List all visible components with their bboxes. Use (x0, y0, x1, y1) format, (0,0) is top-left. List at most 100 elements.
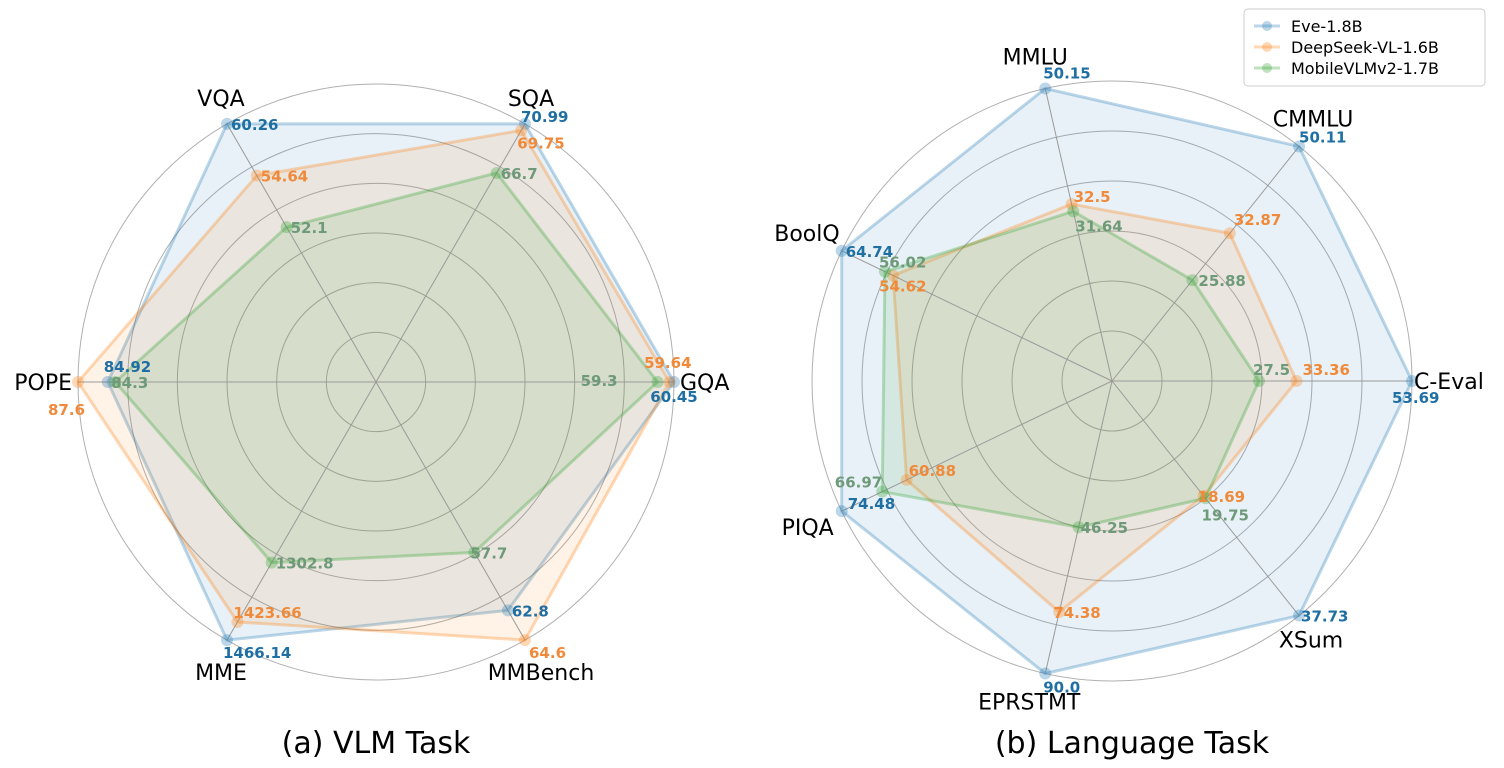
value-label-mobilevlmv2-1-7b-pope: 84.3 (111, 374, 148, 392)
value-label-deepseek-vl-1-6b-mmbench: 64.6 (529, 644, 566, 662)
point-mobilevlmv2-1-7b-mme (265, 556, 278, 569)
axis-label-mmlu: MMLU (1003, 46, 1068, 71)
point-eve-1-8b-gqa (668, 376, 680, 388)
spoke-vqa (226, 123, 377, 383)
spoke-boolq (841, 250, 1113, 382)
value-label-deepseek-vl-1-6b-piqa: 60.88 (909, 462, 956, 480)
axis-label-cmmlu: CMMLU (1273, 107, 1354, 132)
value-label-eve-1-8b-vqa: 60.26 (231, 116, 278, 134)
series-area-mobilevlmv2-1-7b (880, 209, 1261, 529)
legend-label-eve: Eve-1.8B (1291, 17, 1363, 36)
point-eve-1-8b-vqa (221, 117, 233, 130)
value-label-mobilevlmv2-1-7b-gqa: 59.3 (581, 372, 618, 390)
point-mobilevlmv2-1-7b-gqa (651, 376, 664, 388)
value-label-mobilevlmv2-1-7b-xsum: 19.75 (1202, 506, 1249, 524)
spoke-xsum (1111, 380, 1300, 616)
point-mobilevlmv2-1-7b-pope (109, 376, 122, 388)
value-label-eve-1-8b-mmbench: 62.8 (512, 602, 549, 620)
point-mobilevlmv2-1-7b-cmmlu (1186, 274, 1199, 287)
point-mobilevlmv2-1-7b-sqa (490, 166, 503, 179)
point-mobilevlmv2-1-7b-vqa (280, 221, 293, 234)
point-deepseek-vl-1-6b-xsum (1197, 489, 1210, 502)
point-eve-1-8b-mme (221, 634, 233, 647)
point-eve-1-8b-mmbench (501, 604, 514, 617)
value-label-deepseek-vl-1-6b-vqa: 54.64 (261, 168, 308, 186)
axis-label-gqa: GQA (680, 371, 729, 396)
axis-label-mmbench: MMBench (488, 661, 595, 686)
spoke-cmmlu (1111, 146, 1300, 382)
value-label-mobilevlmv2-1-7b-boolq: 56.02 (879, 254, 926, 272)
point-mobilevlmv2-1-7b-c-eval (1253, 375, 1265, 387)
value-label-eve-1-8b-c-eval: 53.69 (1392, 389, 1439, 407)
point-deepseek-vl-1-6b-pope (72, 376, 84, 388)
value-label-deepseek-vl-1-6b-boolq: 54.62 (879, 278, 926, 296)
value-label-mobilevlmv2-1-7b-vqa: 52.1 (291, 219, 328, 237)
point-eve-1-8b-pope (101, 376, 114, 388)
point-eve-1-8b-mmlu (1039, 82, 1052, 95)
spoke-mmlu (1044, 88, 1113, 382)
value-label-mobilevlmv2-1-7b-cmmlu: 25.88 (1198, 272, 1245, 290)
point-deepseek-vl-1-6b-boolq (887, 269, 900, 282)
legend-label-mobilevlm: MobileVLMv2-1.7B (1291, 59, 1439, 78)
axis-label-pope: POPE (14, 371, 72, 396)
value-label-mobilevlmv2-1-7b-mmbench: 57.7 (470, 544, 507, 562)
chart-caption-language: (b) Language Task (995, 726, 1270, 761)
point-mobilevlmv2-1-7b-boolq (878, 265, 891, 278)
value-label-eve-1-8b-gqa: 60.45 (650, 388, 697, 406)
point-eve-1-8b-boolq (835, 244, 848, 257)
value-label-deepseek-vl-1-6b-mme: 1423.66 (233, 604, 301, 622)
point-mobilevlmv2-1-7b-piqa (876, 485, 889, 498)
axis-label-xsum: XSum (1279, 629, 1343, 654)
point-deepseek-vl-1-6b-gqa (663, 376, 676, 388)
value-label-eve-1-8b-sqa: 70.99 (521, 108, 568, 126)
point-deepseek-vl-1-6b-mmlu (1065, 198, 1078, 211)
value-label-deepseek-vl-1-6b-c-eval: 33.36 (1303, 361, 1350, 379)
value-label-eve-1-8b-xsum: 37.73 (1301, 608, 1348, 626)
point-eve-1-8b-xsum (1293, 609, 1306, 622)
axis-label-sqa: SQA (508, 87, 554, 112)
point-eve-1-8b-piqa (835, 505, 848, 518)
value-label-eve-1-8b-pope: 84.92 (104, 358, 151, 376)
legend-marker-eve (1262, 21, 1272, 31)
point-mobilevlmv2-1-7b-eprstmt (1072, 521, 1085, 534)
point-mobilevlmv2-1-7b-mmlu (1067, 205, 1080, 218)
point-mobilevlmv2-1-7b-xsum (1199, 492, 1212, 505)
spoke-mmbench (375, 381, 526, 641)
legend-entry-mobilevlm: MobileVLMv2-1.7B (1254, 59, 1439, 78)
value-label-mobilevlmv2-1-7b-piqa: 66.97 (835, 474, 882, 492)
value-label-eve-1-8b-cmmlu: 50.11 (1299, 128, 1346, 146)
point-eve-1-8b-sqa (519, 117, 531, 130)
radar-chart-language: 53.69 50.11 50.15 64.74 74.48 90.0 37.73 33.36 3… (774, 46, 1484, 716)
spoke-sqa (375, 123, 526, 383)
point-deepseek-vl-1-6b-vqa (250, 169, 263, 182)
value-label-eve-1-8b-eprstmt: 90.0 (1043, 678, 1080, 696)
legend: Eve-1.8B DeepSeek-VL-1.6B MobileVLMv2-1.… (1243, 8, 1486, 87)
axis-label-mme: MME (195, 661, 247, 686)
value-label-eve-1-8b-mmlu: 50.15 (1043, 65, 1090, 83)
value-label-eve-1-8b-mme: 1466.14 (223, 644, 291, 662)
value-label-deepseek-vl-1-6b-gqa: 59.64 (644, 354, 691, 372)
legend-entry-deepseek: DeepSeek-VL-1.6B (1254, 38, 1439, 57)
legend-entry-eve: Eve-1.8B (1254, 17, 1363, 36)
point-deepseek-vl-1-6b-mme (231, 616, 244, 629)
value-label-mobilevlmv2-1-7b-mmlu: 31.64 (1075, 217, 1122, 235)
axis-label-piqa: PIQA (782, 516, 834, 541)
legend-marker-mobilevlm (1262, 63, 1272, 73)
axis-label-vqa: VQA (197, 87, 244, 112)
value-label-mobilevlmv2-1-7b-mme: 1302.8 (276, 555, 334, 573)
spoke-eprstmt (1044, 380, 1113, 674)
value-label-mobilevlmv2-1-7b-c-eval: 27.5 (1253, 361, 1290, 379)
point-deepseek-vl-1-6b-cmmlu (1223, 227, 1236, 240)
legend-frame (1243, 8, 1486, 87)
spoke-mme (226, 381, 377, 641)
value-label-eve-1-8b-piqa: 74.48 (848, 495, 895, 513)
value-label-deepseek-vl-1-6b-pope: 87.6 (48, 401, 85, 419)
point-eve-1-8b-cmmlu (1293, 140, 1306, 153)
radar-chart-vlm: 60.45 70.99 60.26 84.92 1466.14 62.8 59.64 69.7… (14, 83, 729, 686)
value-label-mobilevlmv2-1-7b-sqa: 66.7 (501, 165, 538, 183)
value-label-deepseek-vl-1-6b-mmlu: 32.5 (1074, 188, 1111, 206)
value-label-deepseek-vl-1-6b-sqa: 69.75 (517, 134, 564, 152)
spoke-piqa (841, 380, 1113, 512)
axis-label-eprstmt: EPRSTMT (978, 690, 1081, 715)
point-deepseek-vl-1-6b-eprstmt (1053, 606, 1066, 619)
